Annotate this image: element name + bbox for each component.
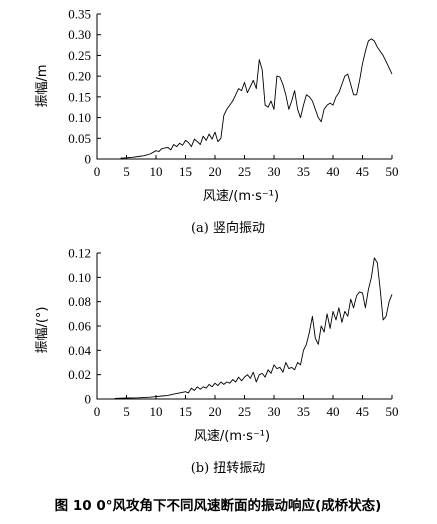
chart-b-xtick-label: 0: [94, 404, 101, 419]
chart-b-ytick-label: 0.02: [68, 367, 91, 382]
chart-a-xtick-label: 5: [123, 164, 130, 179]
chart-a-xlabel: 风速/(m·s⁻¹): [203, 189, 279, 204]
chart-b-series-line: [114, 257, 393, 399]
chart-b-xtick-label: 40: [327, 404, 340, 419]
chart-b-ytick-label: 0.08: [68, 294, 91, 309]
chart-a-xtick-label: 10: [150, 164, 163, 179]
chart-b-ytick-label: 0: [85, 392, 92, 407]
chart-b-xtick-label: 35: [297, 404, 310, 419]
chart-a-ytick-label: 0.05: [68, 131, 91, 146]
chart-a-series-line: [120, 38, 393, 159]
figure-title: 图 10 0°风攻角下不同风速断面的振动响应(成桥状态): [55, 497, 382, 514]
chart-b-xlabel: 风速/(m·s⁻¹): [194, 429, 270, 444]
chart-a-xtick-label: 35: [297, 164, 310, 179]
chart-a-xtick-label: 25: [238, 164, 251, 179]
chart-b-xtick-label: 5: [123, 404, 130, 419]
chart-b-ytick-label: 0.04: [68, 343, 91, 358]
chart-b-xtick-label: 45: [356, 404, 369, 419]
chart-b-caption: (b) 扭转振动: [191, 461, 266, 476]
chart-a-caption: (a) 竖向振动: [191, 220, 265, 236]
chart-a-xtick-label: 45: [356, 164, 369, 179]
chart-a-xtick-label: 30: [268, 164, 281, 179]
chart-a-axes: [96, 14, 392, 160]
chart-vertical-vibration: 振幅/m 风速/(m·s⁻¹) (a) 竖向振动 0 5 10 15 20 25 30 35 4…: [35, 7, 399, 237]
chart-a-ytick-label: 0.30: [68, 27, 91, 42]
chart-b-ytick-label: 0.06: [68, 319, 91, 334]
chart-a-xtick-label: 15: [179, 164, 192, 179]
chart-a-xtick-label: 40: [327, 164, 340, 179]
chart-a-ytick-label: 0.20: [68, 69, 91, 84]
chart-a-ytick-label: 0.15: [68, 89, 91, 104]
chart-b-xtick-label: 25: [238, 404, 251, 419]
chart-b-ytick-label: 0.12: [68, 246, 91, 261]
chart-a-ytick-label: 0.10: [68, 110, 91, 125]
chart-a-xtick-label: 0: [94, 164, 101, 179]
chart-a-xtick-label: 50: [386, 164, 399, 179]
chart-a-ytick-label: 0.35: [68, 7, 91, 22]
chart-b-ytick-label: 0.10: [68, 270, 91, 285]
chart-b-xtick-label: 30: [268, 404, 281, 419]
chart-a-ylabel: 振幅/m: [35, 64, 50, 107]
chart-b-xtick-label: 20: [209, 404, 222, 419]
chart-b-xtick-label: 15: [179, 404, 192, 419]
chart-b-ylabel: 振幅/(°): [35, 306, 50, 353]
chart-a-xtick-label: 20: [209, 164, 222, 179]
chart-a-ytick-label: 0.25: [68, 48, 91, 63]
chart-torsional-vibration: 振幅/(°) 风速/(m·s⁻¹) (b) 扭转振动 0 5 10 15 20 25 30 3…: [35, 246, 399, 477]
chart-a-ytick-label: 0: [85, 152, 92, 167]
chart-b-xtick-label: 50: [386, 404, 399, 419]
chart-b-xtick-label: 10: [150, 404, 163, 419]
